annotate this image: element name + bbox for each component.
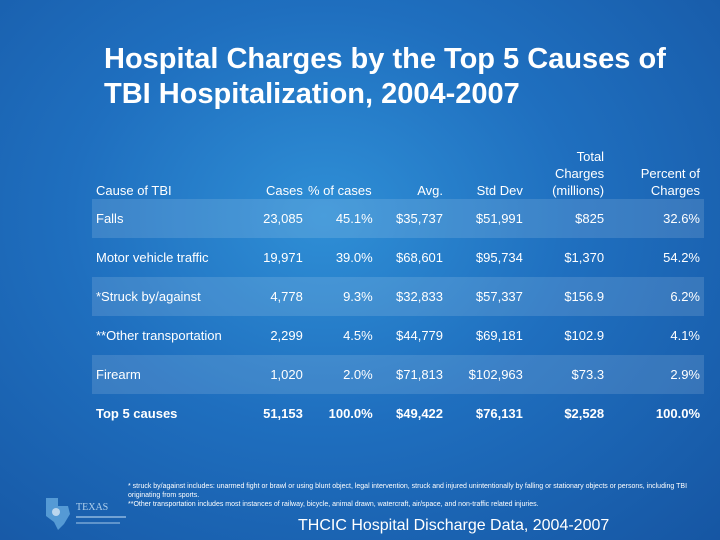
cell-cases: 4,778 bbox=[246, 277, 307, 316]
cell-pct-cases: 2.0% bbox=[306, 355, 377, 394]
cell-avg: $32,833 bbox=[376, 277, 448, 316]
table-row: Falls 23,085 45.1% $35,737 $51,991 $825 … bbox=[92, 199, 704, 238]
cell-pct-cases: 100.0% bbox=[328, 406, 373, 421]
cell-cases: 51,153 bbox=[263, 406, 303, 421]
cell-cases: 23,085 bbox=[246, 199, 307, 238]
logo-text: TEXAS bbox=[76, 502, 108, 513]
texas-dshs-logo: TEXAS bbox=[46, 498, 126, 530]
table-row: Firearm 1,020 2.0% $71,813 $102,963 $73.… bbox=[92, 355, 704, 394]
cell-std-dev: $102,963 bbox=[447, 355, 527, 394]
header-total-charges: Total Charges (millions) bbox=[552, 149, 605, 198]
cell-std-dev: $69,181 bbox=[475, 328, 523, 343]
header-cases: Cases bbox=[266, 183, 303, 198]
cell-pct-charges: 2.9% bbox=[608, 355, 704, 394]
cell-pct-charges: 4.1% bbox=[670, 328, 700, 343]
cell-std-dev: $95,734 bbox=[475, 250, 523, 265]
cell-cause: **Other transportation bbox=[96, 328, 222, 343]
cell-cases: 2,299 bbox=[270, 328, 303, 343]
cell-pct-cases: 39.0% bbox=[335, 250, 373, 265]
footnote-struck-by: * struck by/against includes: unarmed fi… bbox=[128, 483, 688, 499]
cell-cause: *Struck by/against bbox=[92, 277, 247, 316]
charges-table: Cause of TBI Cases % of cases Avg. Std D… bbox=[92, 142, 704, 433]
cell-cases: 19,971 bbox=[263, 250, 303, 265]
cell-pct-charges: 54.2% bbox=[663, 250, 700, 265]
slide-title: Hospital Charges by the Top 5 Causes of … bbox=[104, 43, 666, 110]
table-row: Motor vehicle traffic 19,971 39.0% $68,6… bbox=[92, 238, 704, 277]
cell-pct-cases: 4.5% bbox=[343, 328, 373, 343]
cell-cause: Falls bbox=[92, 199, 247, 238]
cell-avg: $44,779 bbox=[396, 328, 444, 343]
cell-pct-charges: 100.0% bbox=[655, 406, 700, 421]
header-cause: Cause of TBI bbox=[96, 183, 172, 198]
cell-pct-charges: 6.2% bbox=[608, 277, 704, 316]
cell-cases: 1,020 bbox=[246, 355, 307, 394]
cell-total-charges: $102.9 bbox=[564, 328, 605, 343]
header-pct-charges: Percent of Charges bbox=[640, 166, 700, 198]
footnotes: * struck by/against includes: unarmed fi… bbox=[128, 482, 700, 509]
header-avg: Avg. bbox=[417, 183, 444, 198]
cell-pct-charges: 32.6% bbox=[608, 199, 704, 238]
data-source: THCIC Hospital Discharge Data, 2004-2007 bbox=[298, 517, 610, 534]
cell-std-dev: $76,131 bbox=[475, 406, 523, 421]
cell-avg: $68,601 bbox=[396, 250, 444, 265]
cell-avg: $49,422 bbox=[396, 406, 444, 421]
header-std-dev: Std Dev bbox=[476, 183, 523, 198]
cell-std-dev: $57,337 bbox=[447, 277, 527, 316]
cell-total-charges: $73.3 bbox=[526, 355, 609, 394]
cell-cause: Top 5 causes bbox=[96, 406, 178, 421]
cell-avg: $71,813 bbox=[376, 355, 448, 394]
cell-pct-cases: 9.3% bbox=[306, 277, 377, 316]
cell-pct-cases: 45.1% bbox=[306, 199, 377, 238]
cell-total-charges: $825 bbox=[526, 199, 609, 238]
cell-avg: $35,737 bbox=[376, 199, 448, 238]
footnote-other-transport: **Other transportation includes most ins… bbox=[128, 501, 539, 508]
cell-std-dev: $51,991 bbox=[447, 199, 527, 238]
cell-cause: Firearm bbox=[92, 355, 247, 394]
table-row: **Other transportation 2,299 4.5% $44,77… bbox=[92, 316, 704, 355]
cell-total-charges: $2,528 bbox=[564, 406, 605, 421]
cell-total-charges: $156.9 bbox=[526, 277, 609, 316]
table-header-row: Cause of TBI Cases % of cases Avg. Std D… bbox=[92, 142, 704, 199]
table-total-row: Top 5 causes 51,153 100.0% $49,422 $76,1… bbox=[92, 394, 704, 433]
table-row: *Struck by/against 4,778 9.3% $32,833 $5… bbox=[92, 277, 704, 316]
cell-cause: Motor vehicle traffic bbox=[96, 250, 209, 265]
header-pct-cases: % of cases bbox=[307, 183, 372, 198]
cell-total-charges: $1,370 bbox=[564, 250, 605, 265]
